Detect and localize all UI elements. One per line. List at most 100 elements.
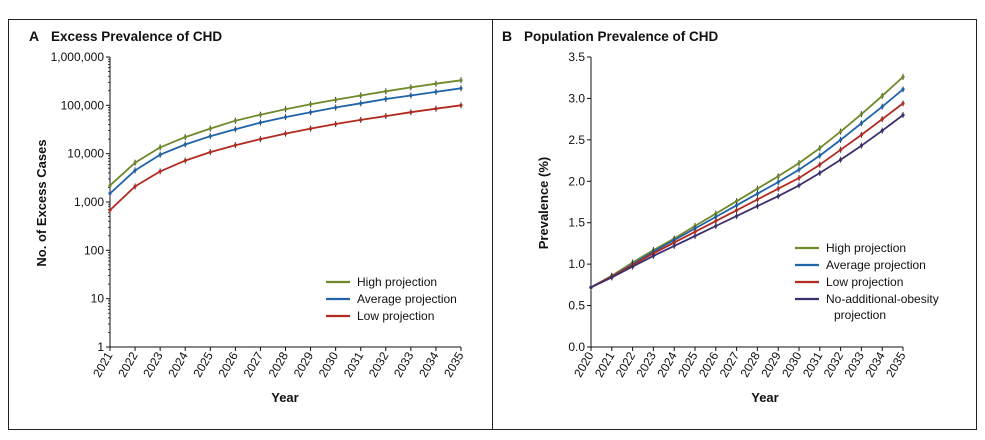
panel-a-data-point — [258, 137, 263, 141]
panel-a-x-tick-label: 2024 — [165, 349, 191, 379]
panel-a-data-point — [133, 161, 137, 165]
panel-b-y-tick-label: 1.0 — [568, 257, 585, 271]
panel-b-data-point — [735, 214, 739, 218]
panel-a-x-tick-label: 2034 — [416, 349, 442, 379]
panel-b-y-tick-label: 1.5 — [568, 216, 585, 230]
panel-a-x-tick-label: 2029 — [291, 349, 317, 379]
panel-a-legend-label-2: Average projection — [357, 292, 457, 306]
panel-a-data-point — [233, 119, 237, 123]
panel-a-data-point — [183, 158, 187, 163]
panel-a-data-point — [133, 184, 137, 189]
panel-a-x-tick-label: 2021 — [90, 349, 116, 379]
panel-b-data-point — [839, 138, 843, 142]
panel-b-chart: 0.00.51.01.52.02.53.03.52020202120222023… — [568, 50, 938, 380]
panel-b-data-point — [672, 244, 676, 248]
panel-a-y-axis-label: No. of Excess Cases — [34, 139, 49, 266]
panel-b-data-point — [631, 265, 635, 269]
panel-b-x-tick-label: 2033 — [842, 349, 868, 379]
panel-a-data-point — [283, 132, 288, 136]
panel-b-data-point — [755, 192, 760, 196]
panel-b-x-tick-label: 2025 — [675, 349, 701, 379]
panel-a-data-point — [384, 89, 388, 93]
panel-a-data-point — [108, 183, 112, 188]
panel-b-x-tick-label: 2023 — [634, 349, 660, 379]
panel-a-legend-label-1: High projection — [357, 275, 437, 289]
panel-b-letter: B — [502, 28, 512, 44]
panel-b-legend-label-1: High projection — [826, 241, 906, 255]
panel-b-data-point — [776, 180, 780, 184]
panel-a-data-point — [283, 107, 288, 111]
panel-b-data-point — [797, 183, 801, 188]
panel-a-series-line-2 — [109, 87, 462, 195]
panel-b-series-line-3 — [590, 102, 904, 289]
panel-a-series-line-3 — [109, 104, 462, 211]
panel-b-x-tick-label: 2031 — [800, 349, 826, 379]
panel-a-data-point — [434, 90, 438, 94]
panel-b-x-tick-label: 2035 — [883, 349, 909, 379]
panel-a-data-point — [459, 86, 463, 90]
panel-b-data-point — [901, 87, 905, 91]
panel-a-x-tick-label: 2027 — [241, 349, 267, 379]
panel-a-x-tick-label: 2023 — [140, 349, 166, 379]
panel-a-data-point — [334, 98, 338, 102]
panel-a-data-point — [434, 107, 438, 111]
panel-a-data-point — [233, 127, 237, 131]
panel-b-data-point — [859, 133, 864, 137]
panel-b-x-tick-label: 2024 — [654, 349, 680, 379]
panel-b-data-point — [880, 105, 884, 109]
panel-a-data-point — [208, 150, 212, 154]
panel-b-data-point — [901, 101, 905, 105]
panel-b-data-point — [714, 215, 718, 219]
panel-b-x-tick-label: 2022 — [613, 349, 639, 379]
panel-b-data-point — [714, 224, 718, 228]
panel-b-data-point — [735, 199, 739, 203]
panel-b-legend-label-4: projection — [834, 308, 886, 322]
panel-b-data-point — [818, 154, 822, 158]
panel-b-data-point — [755, 204, 760, 208]
panel-b-y-axis-label: Prevalence (%) — [536, 157, 551, 250]
panel-a-data-point — [359, 101, 363, 105]
panel-a-y-tick-label: 100,000 — [61, 98, 105, 112]
panel-b-data-point — [901, 75, 905, 79]
panel-a-data-point — [158, 153, 162, 157]
panel-b-data-point — [859, 144, 864, 148]
panel-b-series-line-2 — [590, 88, 904, 289]
panel-b-data-point — [776, 174, 780, 178]
panel-a-data-point — [459, 103, 463, 107]
panel-a-data-point — [208, 127, 212, 131]
panel-a-y-tick-label: 10 — [91, 292, 105, 306]
panel-b-data-point — [797, 176, 801, 180]
panel-b-x-tick-label: 2034 — [862, 349, 888, 379]
panel-b-data-point — [880, 117, 884, 121]
panel-b-title: Population Prevalence of CHD — [524, 29, 719, 44]
panel-a-data-point — [308, 110, 313, 114]
panel-a-data-point — [108, 208, 112, 212]
panel-b-x-axis-label: Year — [751, 390, 778, 405]
panel-b-data-point — [755, 187, 760, 191]
panel-a-data-point — [308, 102, 313, 106]
panel-b-data-point — [901, 113, 905, 117]
panel-b-data-point — [859, 112, 864, 116]
panel-a-data-point — [283, 115, 288, 119]
panel-b-series-line-4 — [590, 114, 904, 289]
panel-a-data-point — [384, 114, 388, 118]
panel-b-data-point — [880, 94, 884, 98]
panel-b-data-point — [693, 226, 697, 231]
panel-a-data-point — [183, 142, 187, 147]
panel-b-data-point — [610, 275, 614, 279]
panel-b-data-point — [776, 187, 780, 191]
panel-b-y-tick-label: 3.0 — [568, 91, 585, 105]
panel-b-data-point — [735, 208, 739, 212]
panel-b-x-tick-label: 2030 — [779, 349, 805, 379]
panel-b-data-point — [714, 212, 718, 216]
panel-b-data-point — [776, 194, 780, 198]
panel-a-y-tick-label: 1,000 — [74, 195, 104, 209]
panel-a-y-tick-label: 1 — [97, 340, 104, 354]
panel-b-x-tick-label: 2027 — [717, 349, 743, 379]
panel-a-data-point — [258, 120, 263, 125]
panel-a-data-point — [158, 145, 162, 149]
panel-b-y-tick-label: 3.5 — [568, 50, 585, 64]
panel-b-data-point — [714, 219, 718, 223]
